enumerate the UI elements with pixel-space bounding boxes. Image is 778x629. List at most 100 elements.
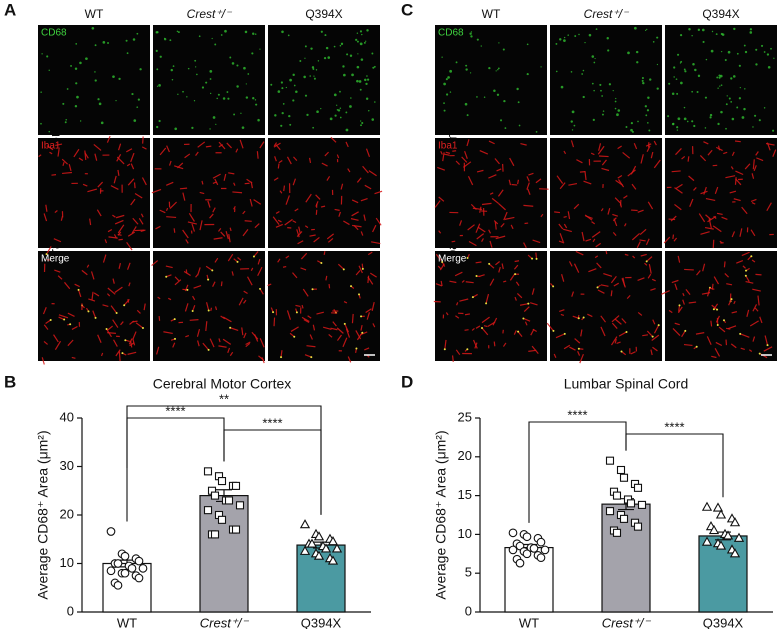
signal (584, 41, 586, 44)
signal (365, 97, 369, 100)
signal (71, 356, 76, 359)
signal (233, 206, 236, 210)
signal (714, 186, 719, 194)
signal (464, 151, 468, 159)
signal (167, 297, 172, 301)
data-point (712, 502, 724, 512)
signal (156, 125, 159, 129)
signal (602, 110, 605, 112)
signal (722, 319, 725, 322)
signal (191, 126, 194, 129)
signal (731, 117, 735, 121)
signal (535, 252, 538, 259)
signal (194, 59, 197, 62)
signal (500, 222, 505, 228)
signal (127, 299, 130, 303)
signal (296, 231, 303, 237)
data-point (217, 515, 227, 524)
signal (38, 154, 42, 158)
signal (342, 65, 345, 68)
signal (630, 128, 633, 132)
signal (671, 170, 681, 173)
signal (202, 342, 210, 351)
signal (743, 107, 746, 111)
data-point (722, 530, 734, 540)
signal (359, 30, 363, 33)
signal (526, 72, 529, 76)
signal (683, 117, 687, 121)
signal (132, 331, 137, 340)
signal (321, 162, 328, 167)
signal (518, 124, 521, 127)
signal (637, 277, 645, 281)
signal (612, 217, 617, 222)
signal (651, 334, 660, 342)
signal (174, 279, 182, 286)
signal (252, 32, 255, 35)
signal (250, 181, 253, 189)
signal (465, 68, 468, 71)
micrograph (665, 251, 777, 361)
micrograph (435, 251, 547, 361)
signal (697, 28, 701, 32)
significance-label: ** (219, 391, 229, 406)
signal (323, 56, 327, 60)
signal (174, 127, 178, 131)
signal (723, 261, 726, 268)
signal (488, 140, 495, 145)
signal (637, 209, 644, 213)
signal (599, 83, 602, 86)
signal (165, 265, 173, 269)
signal (637, 120, 639, 123)
signal (43, 340, 48, 345)
signal (159, 147, 167, 156)
signal (552, 329, 555, 332)
signal (752, 336, 756, 342)
signal (755, 151, 759, 156)
data-point (633, 483, 643, 492)
signal (366, 78, 370, 81)
signal (728, 97, 731, 100)
signal (364, 184, 372, 190)
signal (372, 224, 377, 233)
signal (115, 214, 125, 219)
signal (303, 319, 310, 324)
signal (93, 292, 100, 297)
signal (51, 174, 57, 176)
signal (605, 250, 608, 255)
signal (46, 145, 54, 151)
signal (653, 159, 661, 169)
data-point (113, 559, 123, 568)
signal (636, 241, 641, 249)
signal (214, 43, 217, 46)
signal (185, 335, 190, 338)
signal (568, 261, 573, 267)
signal (89, 218, 92, 226)
data-point (536, 537, 546, 547)
signal (224, 29, 227, 33)
signal (719, 240, 723, 244)
signal (242, 229, 249, 237)
signal (503, 211, 508, 221)
signal (692, 62, 695, 66)
signal (647, 201, 654, 210)
signal (772, 129, 775, 132)
signal (720, 50, 723, 53)
signal (270, 83, 273, 86)
signal (466, 256, 469, 259)
signal (568, 182, 578, 186)
signal (495, 70, 497, 72)
signal (556, 175, 564, 184)
signal (452, 150, 457, 152)
signal (130, 163, 135, 170)
signal (282, 102, 285, 105)
signal (129, 342, 135, 347)
signal (644, 105, 647, 108)
signal (455, 349, 461, 356)
signal (481, 326, 484, 329)
signal (283, 185, 286, 192)
signal (763, 346, 773, 352)
signal (475, 275, 478, 278)
signal (495, 261, 500, 266)
signal (336, 327, 344, 334)
